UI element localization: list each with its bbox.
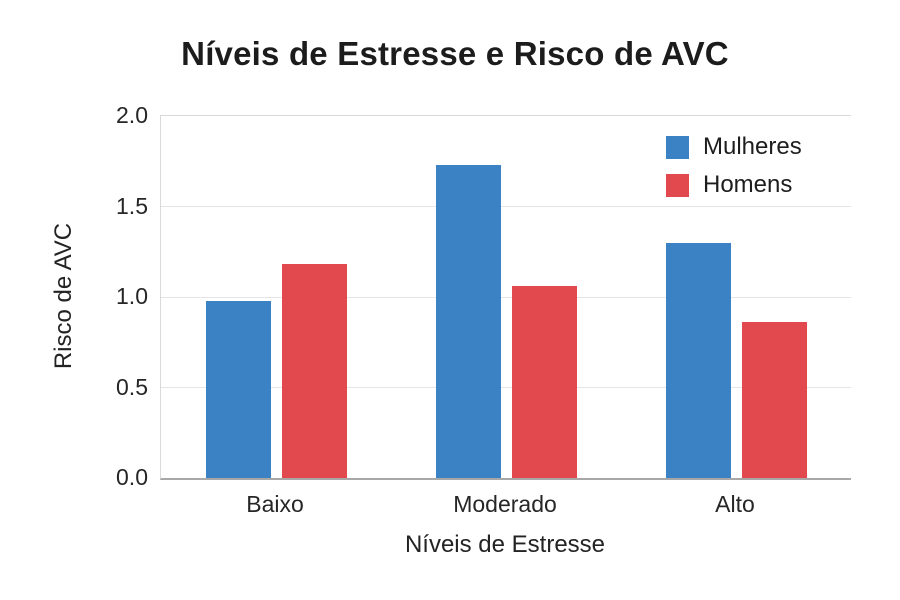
- y-tick-label-2.0: 2.0: [116, 102, 148, 128]
- bar-mulheres-alto: [665, 242, 731, 478]
- y-tick-label-0.0: 0.0: [116, 464, 148, 490]
- x-tick-label-alto: Alto: [715, 491, 755, 517]
- bar-homens-alto: [741, 322, 807, 478]
- bar-mulheres-baixo: [205, 300, 271, 478]
- legend-label-homens: Homens: [703, 171, 793, 198]
- x-axis-title: Níveis de Estresse: [404, 531, 606, 558]
- legend-swatch-homens: [666, 173, 689, 197]
- legend: Mulheres Homens: [666, 134, 802, 210]
- legend-label-mulheres: Mulheres: [703, 133, 802, 160]
- chart-title: Níveis de Estresse e Risco de AVC: [181, 35, 729, 72]
- y-tick-label-0.5: 0.5: [116, 373, 148, 400]
- gridline-y-1.0: [161, 296, 851, 298]
- y-tick-label-1.5: 1.5: [116, 192, 148, 219]
- bar-homens-moderado: [511, 286, 577, 478]
- gridline-y-0.5: [161, 387, 851, 388]
- plot-area: [160, 115, 851, 480]
- bar-homens-baixo: [281, 264, 347, 478]
- gridline-y-1.5: [161, 206, 851, 207]
- legend-swatch-mulheres: [666, 135, 689, 159]
- bar-mulheres-moderado: [435, 164, 501, 478]
- x-tick-label-moderado: Moderado: [453, 491, 557, 517]
- legend-item-homens: Homens: [666, 172, 802, 198]
- x-tick-label-baixo: Baixo: [246, 491, 304, 517]
- legend-item-mulheres: Mulheres: [666, 134, 802, 160]
- y-tick-label-1.0: 1.0: [116, 283, 148, 309]
